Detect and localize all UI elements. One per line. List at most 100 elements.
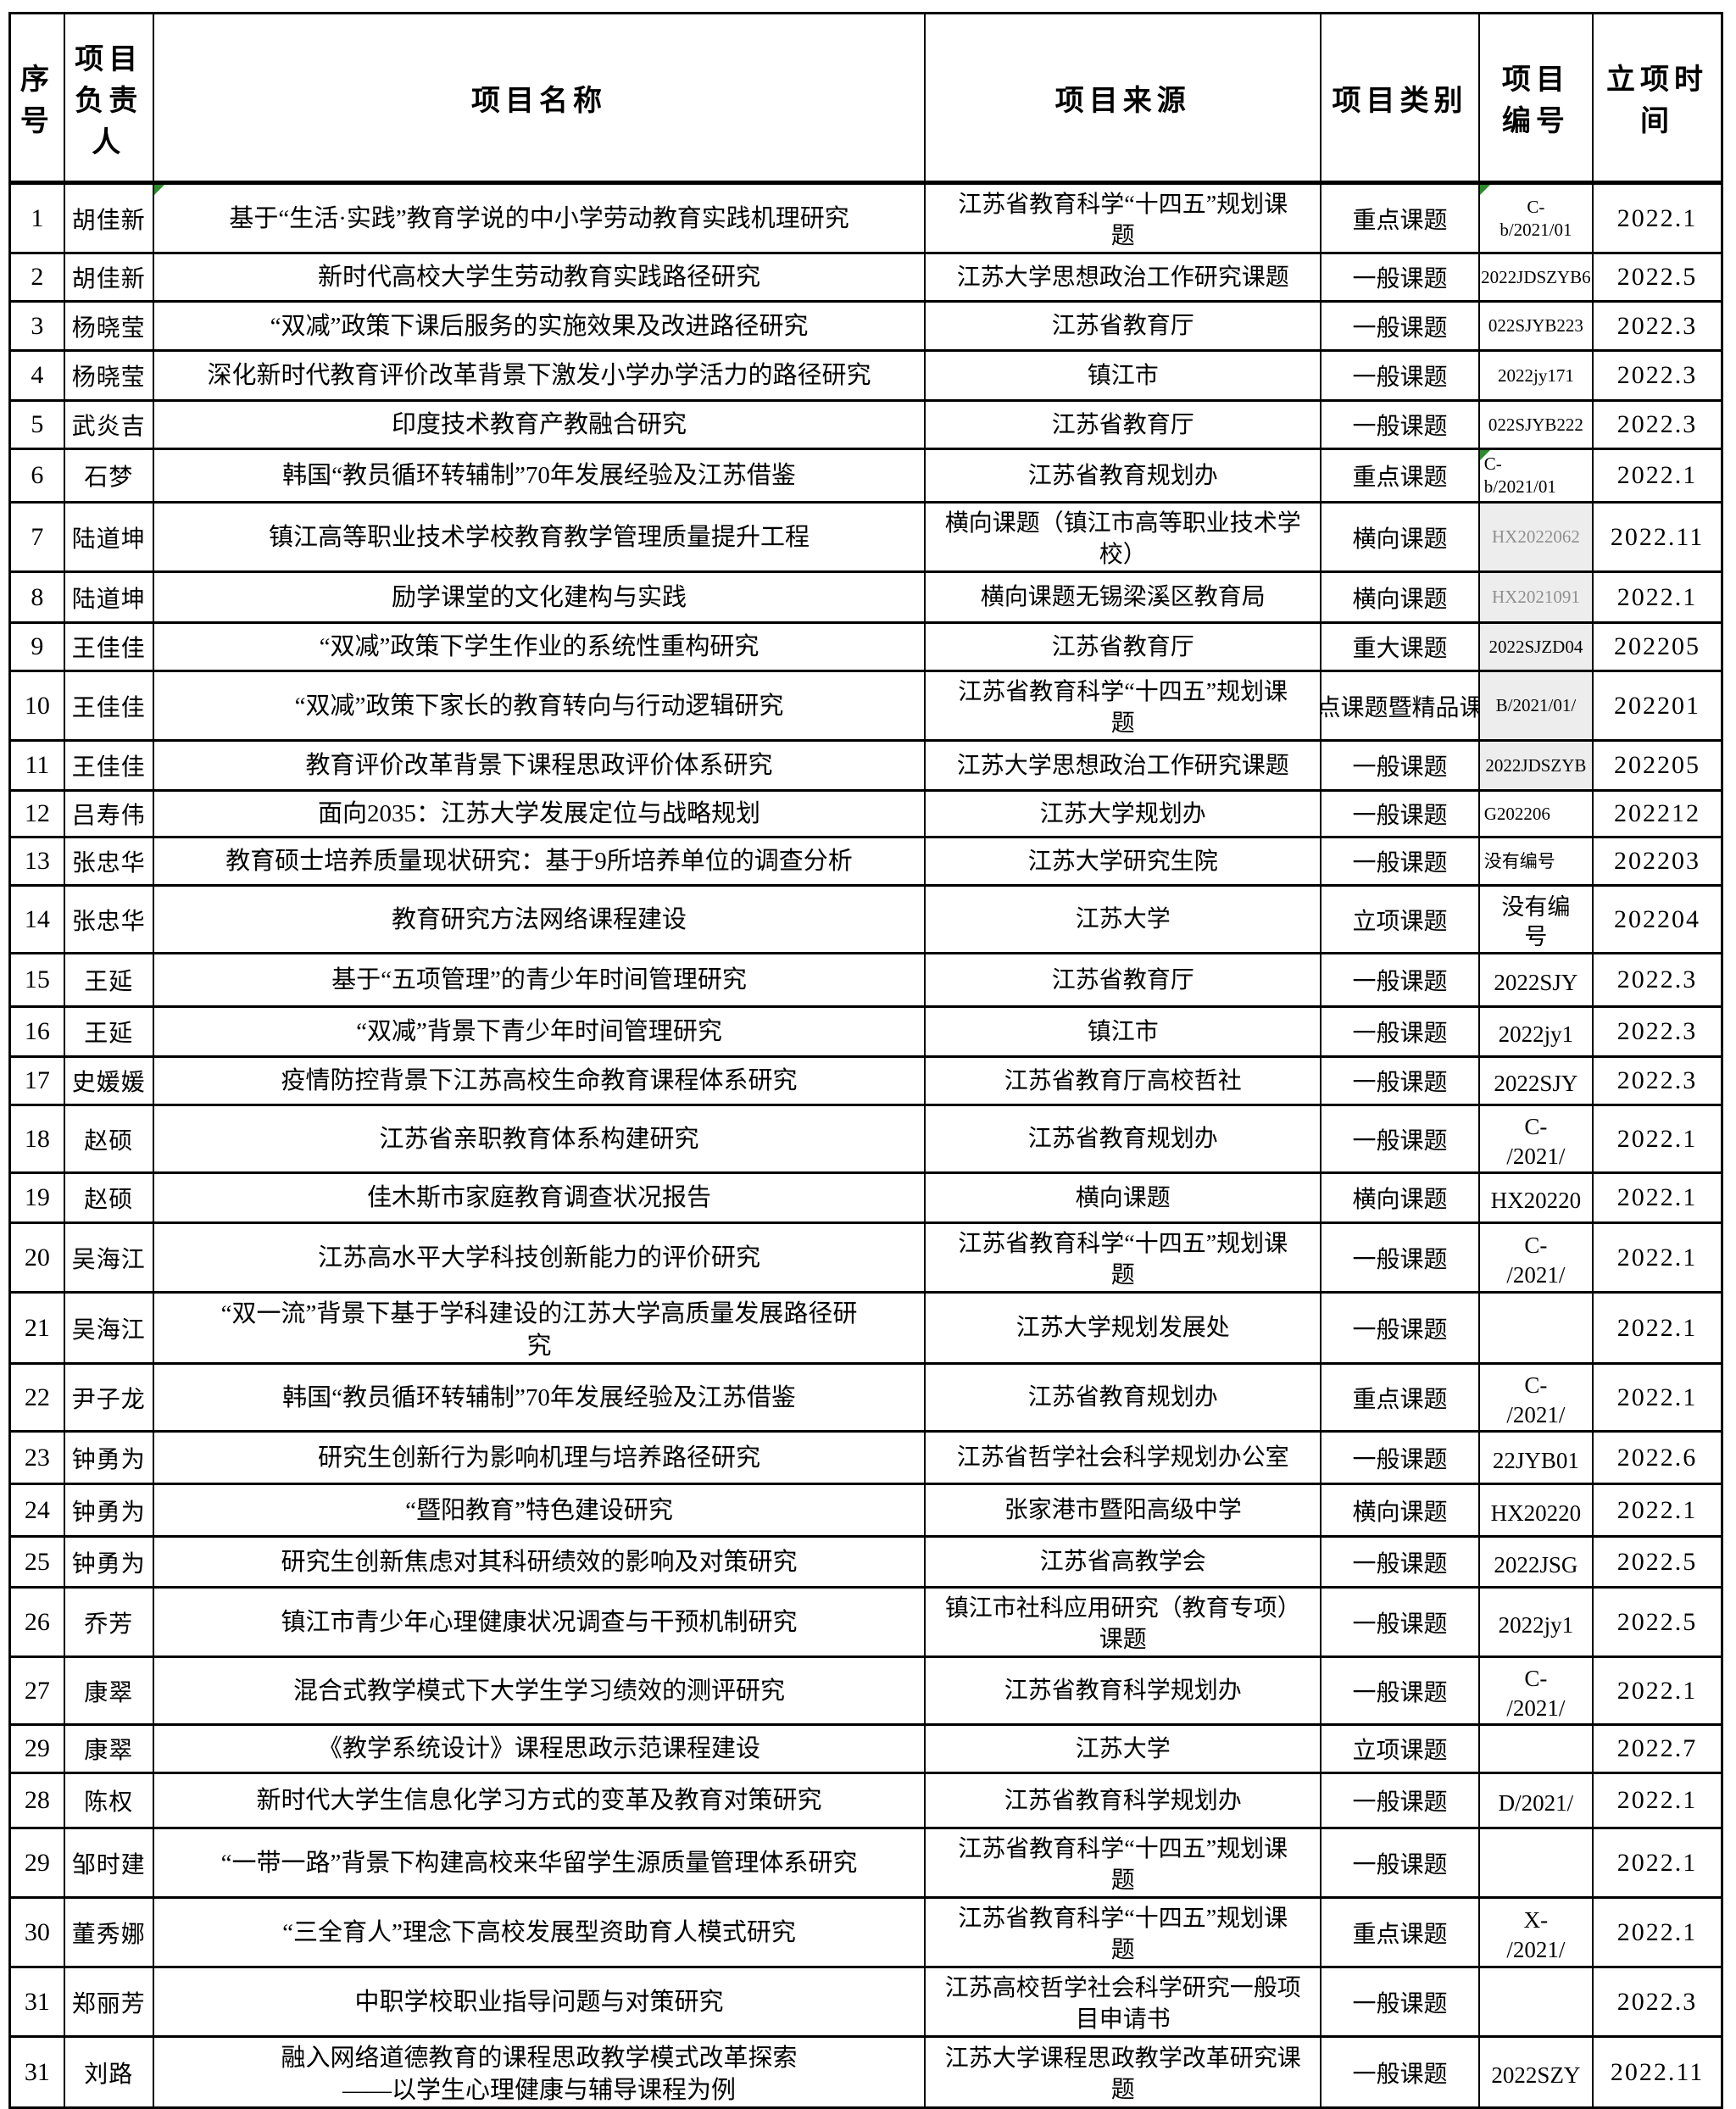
cell-date[interactable]: 2022.1: [1593, 1772, 1723, 1829]
cell-leader[interactable]: 陆道坤: [64, 571, 154, 624]
cell-category[interactable]: 立项课题: [1321, 1724, 1480, 1774]
cell-category[interactable]: 一般课题: [1321, 2036, 1480, 2109]
cell-leader[interactable]: 石梦: [64, 448, 154, 504]
cell-source[interactable]: 江苏省教育厅: [925, 953, 1322, 1008]
cell-leader[interactable]: 乔芳: [64, 1587, 154, 1658]
cell-source[interactable]: 江苏高校哲学社会科学研究一般项 目申请书: [925, 1967, 1322, 2038]
cell-source[interactable]: 江苏省教育规划办: [925, 1105, 1322, 1174]
cell-leader[interactable]: 杨晓莹: [64, 350, 154, 402]
cell-seq[interactable]: 17: [9, 1056, 65, 1106]
cell-title[interactable]: 教育评价改革背景下课程思政评价体系研究: [153, 740, 926, 792]
cell-date[interactable]: 2022.3: [1593, 1967, 1723, 2038]
cell-source[interactable]: 江苏大学: [925, 885, 1322, 954]
cell-leader[interactable]: 陆道坤: [64, 502, 154, 573]
cell-date[interactable]: 2022.1: [1593, 182, 1723, 254]
cell-source[interactable]: 江苏省教育规划办: [925, 1363, 1322, 1433]
cell-seq[interactable]: 25: [9, 1536, 65, 1589]
cell-seq[interactable]: 10: [9, 671, 65, 742]
cell-leader[interactable]: 赵硕: [64, 1172, 154, 1224]
cell-seq[interactable]: 19: [9, 1172, 65, 1224]
cell-code[interactable]: C- /2021/: [1478, 1656, 1594, 1726]
cell-title[interactable]: “双减”政策下家长的教育转向与行动逻辑研究: [153, 671, 926, 742]
cell-seq[interactable]: 22: [9, 1363, 65, 1433]
cell-seq[interactable]: 31: [9, 2036, 65, 2109]
cell-leader[interactable]: 王佳佳: [64, 671, 154, 742]
cell-date[interactable]: 2022.5: [1593, 1536, 1723, 1589]
cell-date[interactable]: 2022.3: [1593, 1056, 1723, 1106]
cell-title[interactable]: “三全育人”理念下高校发展型资助育人模式研究: [153, 1897, 926, 1968]
cell-code[interactable]: 2022SZY: [1478, 2036, 1594, 2109]
cell-title[interactable]: 新时代高校大学生劳动教育实践路径研究: [153, 253, 926, 303]
cell-date[interactable]: 2022.1: [1593, 1172, 1723, 1224]
column-header-category[interactable]: 项目类别: [1321, 13, 1480, 185]
cell-category[interactable]: 一般课题: [1321, 1587, 1480, 1658]
column-header-code[interactable]: 项目编号: [1478, 13, 1594, 185]
cell-code[interactable]: C- /2021/: [1478, 1222, 1594, 1294]
cell-seq[interactable]: 24: [9, 1483, 65, 1538]
cell-category[interactable]: 横向课题: [1321, 502, 1480, 573]
cell-seq[interactable]: 11: [9, 740, 65, 792]
cell-date[interactable]: 202212: [1593, 790, 1723, 838]
cell-source[interactable]: 江苏省教育科学“十四五”规划课题: [925, 1897, 1322, 1968]
cell-code[interactable]: 2022JDSZYB: [1478, 740, 1594, 792]
column-header-date[interactable]: 立项时间: [1593, 13, 1723, 185]
cell-leader[interactable]: 王延: [64, 953, 154, 1008]
cell-date[interactable]: 2022.1: [1593, 1222, 1723, 1294]
cell-category[interactable]: 一般课题: [1321, 1656, 1480, 1726]
cell-code[interactable]: 2022JDSZYB6: [1478, 253, 1594, 303]
cell-date[interactable]: 2022.3: [1593, 301, 1723, 352]
cell-leader[interactable]: 吴海江: [64, 1292, 154, 1365]
cell-source[interactable]: 江苏省教育厅: [925, 301, 1322, 352]
cell-date[interactable]: 2022.5: [1593, 1587, 1723, 1658]
cell-source[interactable]: 江苏省教育科学“十四五”规划课题: [925, 1222, 1322, 1294]
cell-code[interactable]: [1478, 1292, 1594, 1365]
cell-seq[interactable]: 16: [9, 1006, 65, 1058]
cell-seq[interactable]: 1: [9, 182, 65, 254]
cell-code[interactable]: [1478, 1724, 1594, 1774]
cell-category[interactable]: 一般课题: [1321, 740, 1480, 792]
cell-category[interactable]: 一般课题: [1321, 1292, 1480, 1365]
cell-title[interactable]: 研究生创新行为影响机理与培养路径研究: [153, 1431, 926, 1485]
cell-source[interactable]: 江苏省教育科学规划办: [925, 1772, 1322, 1829]
cell-code[interactable]: 2022SJY: [1478, 953, 1594, 1008]
column-header-source[interactable]: 项目来源: [925, 13, 1322, 185]
cell-source[interactable]: 江苏大学思想政治工作研究课题: [925, 740, 1322, 792]
cell-leader[interactable]: 王佳佳: [64, 740, 154, 792]
cell-date[interactable]: 2022.5: [1593, 253, 1723, 303]
cell-title[interactable]: 融入网络道德教育的课程思政教学模式改革探索 ——以学生心理健康与辅导课程为例: [153, 2036, 926, 2109]
cell-date[interactable]: 2022.1: [1593, 1105, 1723, 1174]
cell-code[interactable]: HX2021091: [1478, 571, 1594, 624]
cell-leader[interactable]: 尹子龙: [64, 1363, 154, 1433]
cell-date[interactable]: 2022.1: [1593, 1828, 1723, 1899]
cell-code[interactable]: 2022SJY: [1478, 1056, 1594, 1106]
cell-leader[interactable]: 郑丽芳: [64, 1967, 154, 2038]
cell-source[interactable]: 江苏大学规划办: [925, 790, 1322, 838]
cell-date[interactable]: 2022.3: [1593, 400, 1723, 450]
cell-category[interactable]: 一般课题: [1321, 400, 1480, 450]
cell-seq[interactable]: 30: [9, 1897, 65, 1968]
cell-code[interactable]: C-b/2021/01: [1478, 182, 1594, 254]
cell-leader[interactable]: 杨晓莹: [64, 301, 154, 352]
cell-seq[interactable]: 7: [9, 502, 65, 573]
cell-source[interactable]: 江苏省哲学社会科学规划办公室: [925, 1431, 1322, 1485]
cell-leader[interactable]: 康翠: [64, 1656, 154, 1726]
cell-title[interactable]: 佳木斯市家庭教育调查状况报告: [153, 1172, 926, 1224]
cell-leader[interactable]: 陈权: [64, 1772, 154, 1829]
cell-date[interactable]: 2022.3: [1593, 953, 1723, 1008]
cell-date[interactable]: 2022.1: [1593, 1363, 1723, 1433]
cell-date[interactable]: 2022.3: [1593, 1006, 1723, 1058]
cell-category[interactable]: 重大课题: [1321, 622, 1480, 672]
cell-date[interactable]: 2022.1: [1593, 1656, 1723, 1726]
cell-date[interactable]: 2022.7: [1593, 1724, 1723, 1774]
cell-code[interactable]: 022SJYB222: [1478, 400, 1594, 450]
cell-date[interactable]: 2022.1: [1593, 1483, 1723, 1538]
cell-leader[interactable]: 康翠: [64, 1724, 154, 1774]
cell-code[interactable]: HX20220: [1478, 1172, 1594, 1224]
cell-title[interactable]: 中职学校职业指导问题与对策研究: [153, 1967, 926, 2038]
cell-leader[interactable]: 赵硕: [64, 1105, 154, 1174]
cell-seq[interactable]: 14: [9, 885, 65, 954]
cell-title[interactable]: 基于“生活·实践”教育学说的中小学劳动教育实践机理研究: [153, 182, 926, 254]
cell-title[interactable]: 江苏省亲职教育体系构建研究: [153, 1105, 926, 1174]
cell-leader[interactable]: 刘路: [64, 2036, 154, 2109]
cell-seq[interactable]: 28: [9, 1772, 65, 1829]
